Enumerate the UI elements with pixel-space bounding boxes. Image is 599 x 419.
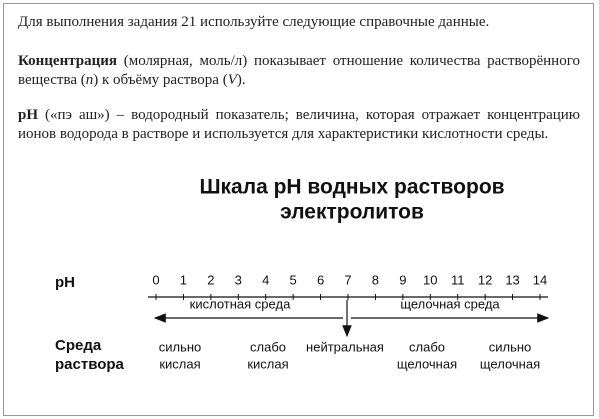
scale-number: 0 bbox=[152, 272, 159, 287]
intro: Для выполнения задания 21 используйте сл… bbox=[18, 14, 490, 30]
scale-number: 9 bbox=[399, 272, 406, 287]
medium-type: нейтральная bbox=[306, 339, 384, 354]
scale-number: 2 bbox=[207, 272, 214, 287]
scale-label: pH bbox=[55, 274, 75, 291]
medium-type: кислая bbox=[159, 356, 200, 371]
scale-number: 1 bbox=[180, 272, 187, 287]
diagram-title: Шкала pH водных растворов bbox=[199, 176, 504, 199]
medium-label: Среда bbox=[55, 337, 102, 354]
text: («пэ аш») – водородный показатель; велич… bbox=[18, 107, 580, 142]
term: Концентрация bbox=[18, 53, 118, 69]
medium-type: щелочная bbox=[480, 356, 540, 371]
scale-number: 4 bbox=[262, 272, 269, 287]
scale-number: 6 bbox=[317, 272, 324, 287]
medium-type: сильно bbox=[159, 339, 202, 354]
scale-number: 5 bbox=[290, 272, 297, 287]
scale-number: 7 bbox=[344, 272, 351, 287]
scale-number: 14 bbox=[533, 272, 547, 287]
alkaline-label: щелочная среда bbox=[400, 296, 500, 311]
diagram-title: электролитов bbox=[280, 201, 424, 224]
medium-type: слабо bbox=[250, 339, 286, 354]
medium-type: кислая bbox=[247, 356, 288, 371]
medium-label: раствора bbox=[55, 356, 125, 373]
scale-number: 13 bbox=[505, 272, 519, 287]
scale-number: 12 bbox=[478, 272, 492, 287]
medium-type: слабо bbox=[409, 339, 445, 354]
variable: n bbox=[85, 72, 94, 88]
acidic-label: кислотная среда bbox=[190, 296, 291, 311]
text: ) к объёму раствора ( bbox=[93, 72, 228, 88]
scale-number: 10 bbox=[423, 272, 437, 287]
concentration-definition: Концентрация (молярная, моль/л) показыва… bbox=[18, 52, 580, 90]
text: ). bbox=[236, 72, 246, 88]
medium-type: щелочная bbox=[397, 356, 457, 371]
scale-number: 8 bbox=[372, 272, 379, 287]
frame bbox=[3, 3, 594, 416]
scale-number: 3 bbox=[235, 272, 242, 287]
scale-number: 11 bbox=[451, 272, 465, 287]
medium-type: сильно bbox=[489, 339, 532, 354]
ph-definition: pH («пэ аш») – водородный показатель; ве… bbox=[18, 106, 580, 144]
text: (молярная, моль/л) показывает отношение … bbox=[18, 53, 580, 88]
term: pH bbox=[18, 107, 39, 123]
variable: V bbox=[227, 72, 237, 88]
